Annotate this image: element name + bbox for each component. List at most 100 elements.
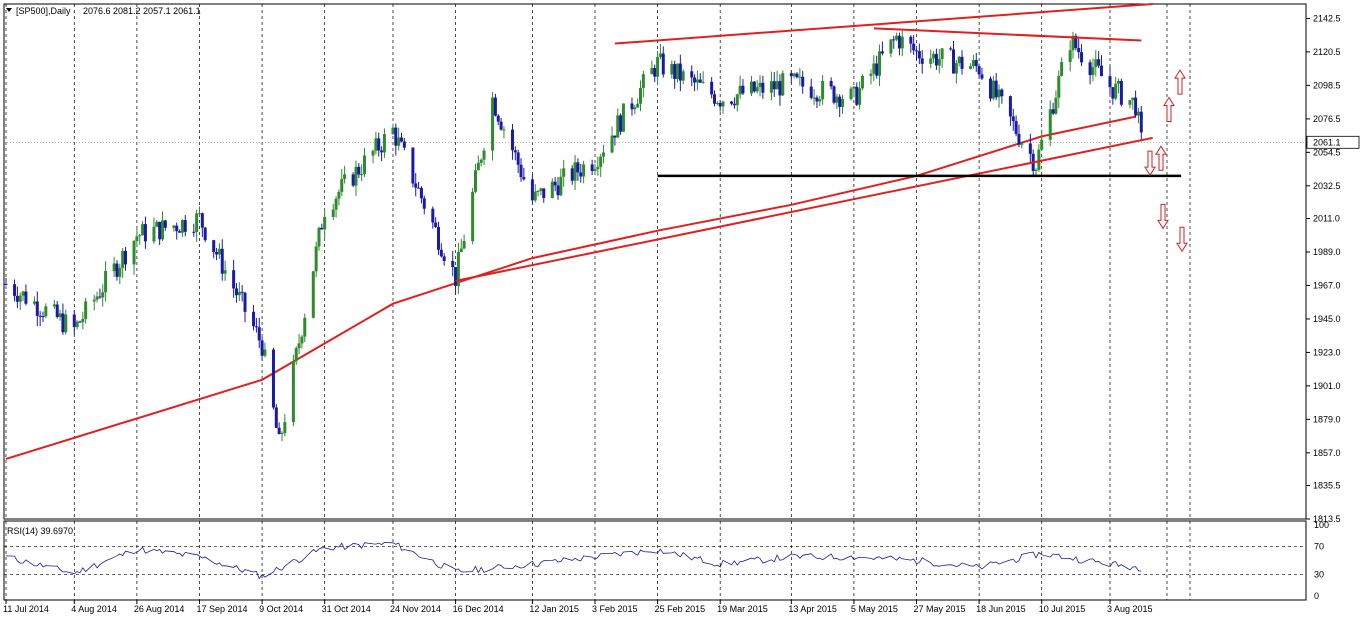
candle-body: [24, 291, 28, 304]
price-tick-label: 2076.5: [1313, 114, 1341, 124]
current-price-label: 2061.1: [1313, 137, 1341, 147]
candle-body: [414, 183, 418, 188]
candle-body: [1051, 109, 1055, 114]
symbol-label: [SP500],Daily: [16, 6, 71, 16]
candle-body: [1057, 75, 1061, 98]
candle-body: [104, 271, 108, 293]
candle-body: [121, 250, 125, 268]
candle-body: [260, 340, 264, 356]
candle-body: [55, 304, 59, 318]
candle-body: [576, 162, 580, 173]
candle-body: [1094, 59, 1098, 68]
candle-body: [274, 407, 278, 428]
rsi-scale-label: 100: [1314, 520, 1329, 530]
candle-body: [436, 226, 440, 250]
price-tick-label: 1835.5: [1313, 481, 1341, 491]
candle-body: [271, 349, 275, 408]
price-tick-label: 1967.0: [1313, 280, 1341, 290]
candle-body: [496, 115, 500, 122]
top-resistance-line: [873, 27, 1142, 42]
candle-body: [912, 43, 916, 51]
arrow-up-icon: [1155, 145, 1167, 171]
candle-body: [1011, 116, 1015, 122]
candle-body: [1071, 35, 1075, 51]
candle-body: [573, 162, 577, 181]
candle-body: [550, 181, 554, 199]
arrow-down-icon: [1144, 150, 1156, 177]
candle-body: [41, 315, 45, 317]
candle-body: [311, 271, 315, 318]
candle-body: [710, 81, 714, 95]
candle-body: [570, 168, 574, 181]
candle-body: [721, 101, 725, 107]
candle-body: [596, 166, 600, 170]
candle-body: [442, 256, 446, 262]
candle-body: [257, 327, 261, 341]
candle-body: [243, 292, 247, 312]
candle-body: [1097, 59, 1101, 66]
candle-body: [18, 295, 22, 302]
time-tick-label: 9 Oct 2014: [259, 604, 303, 614]
time-tick-label: 25 Feb 2015: [655, 604, 706, 614]
candle-body: [360, 174, 364, 176]
price-tick-label: 1857.0: [1313, 448, 1341, 458]
candle-body: [1054, 97, 1058, 114]
candle-body: [394, 127, 398, 146]
candle-body: [1080, 52, 1084, 63]
candle-body: [81, 318, 85, 323]
time-tick-label: 5 May 2015: [851, 604, 898, 614]
candle-body: [969, 66, 973, 69]
candle-body: [331, 209, 335, 217]
candle-body: [530, 179, 534, 201]
candle-body: [695, 79, 699, 83]
candle-body: [135, 236, 139, 241]
candle-body: [1000, 89, 1004, 97]
time-tick-label: 12 Jan 2015: [529, 604, 579, 614]
candle-body: [755, 87, 759, 92]
candle-body: [513, 150, 517, 153]
candle-body: [952, 49, 956, 74]
candle-body: [180, 220, 184, 233]
candle-body: [172, 225, 176, 228]
price-tick-label: 1813.5: [1313, 514, 1341, 524]
candle-body: [869, 73, 873, 76]
candle-body: [937, 58, 941, 66]
candle-body: [536, 190, 540, 192]
candle-body: [1034, 169, 1038, 171]
candle-body: [95, 296, 99, 300]
candle-body: [841, 99, 845, 107]
candle-body: [1008, 96, 1012, 117]
candle-body: [681, 71, 685, 81]
candle-body: [203, 227, 207, 241]
dropdown-triangle-icon[interactable]: [6, 8, 12, 12]
candle-body: [499, 121, 503, 130]
candle-body: [991, 80, 995, 99]
candle-body: [434, 222, 438, 227]
candle-body: [75, 321, 79, 328]
candle-body: [411, 147, 415, 184]
candle-body: [1014, 121, 1018, 134]
candle-body: [718, 103, 722, 107]
candle-body: [471, 191, 475, 242]
candle-body: [234, 288, 238, 296]
candle-body: [789, 73, 793, 77]
candle-body: [1060, 62, 1064, 76]
candle-body: [516, 152, 520, 165]
candle-body: [300, 336, 304, 344]
candle-body: [653, 68, 657, 77]
time-tick-label: 11 Jul 2014: [3, 604, 49, 614]
candle-body: [84, 301, 88, 319]
candle-body: [451, 261, 455, 267]
price-tick-label: 2032.5: [1313, 181, 1341, 191]
candle-body: [323, 216, 327, 230]
candle-body: [712, 94, 716, 104]
candle-body: [1077, 48, 1081, 53]
candle-body: [52, 304, 56, 307]
candle-body: [1040, 139, 1044, 150]
candle-body: [940, 48, 944, 59]
candle-body: [579, 172, 583, 177]
candle-body: [317, 227, 321, 247]
candle-body: [4, 283, 8, 285]
